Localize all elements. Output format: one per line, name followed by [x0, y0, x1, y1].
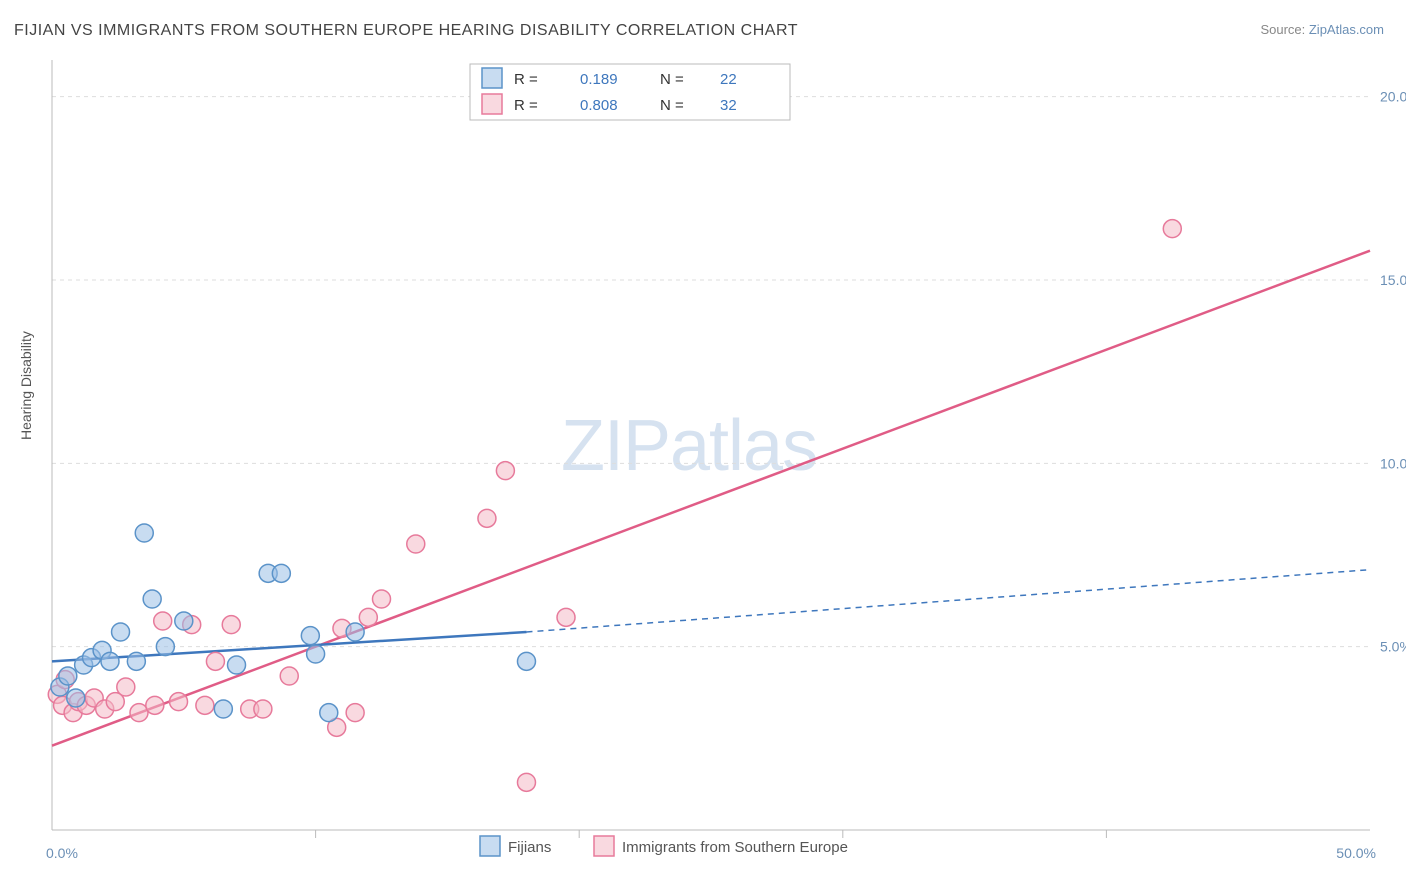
y-tick-label: 10.0%	[1380, 455, 1406, 471]
legend-series-name: Fijians	[508, 839, 551, 856]
legend-swatch	[482, 94, 502, 114]
data-point	[127, 652, 145, 670]
legend-swatch	[482, 68, 502, 88]
data-point	[1163, 220, 1181, 238]
y-tick-label: 20.0%	[1380, 89, 1406, 105]
legend-swatch	[594, 836, 614, 856]
data-point	[175, 612, 193, 630]
y-tick-label: 5.0%	[1380, 639, 1406, 655]
legend-r-value: 0.189	[580, 71, 618, 88]
data-point	[272, 564, 290, 582]
data-point	[478, 509, 496, 527]
legend-n-value: 22	[720, 71, 737, 88]
data-point	[557, 608, 575, 626]
data-point	[307, 645, 325, 663]
data-point	[222, 616, 240, 634]
data-point	[373, 590, 391, 608]
data-point	[154, 612, 172, 630]
data-point	[59, 667, 77, 685]
data-point	[214, 700, 232, 718]
legend-series-name: Immigrants from Southern Europe	[622, 839, 848, 856]
data-point	[517, 773, 535, 791]
legend-r-value: 0.808	[580, 97, 618, 114]
data-point	[101, 652, 119, 670]
scatter-chart: ZIPatlas5.0%10.0%15.0%20.0%0.0%50.0%R =0…	[0, 0, 1406, 892]
data-point	[496, 462, 514, 480]
data-point	[206, 652, 224, 670]
data-point	[407, 535, 425, 553]
data-point	[112, 623, 130, 641]
data-point	[143, 590, 161, 608]
data-point	[146, 696, 164, 714]
legend-r-label: R =	[514, 71, 538, 88]
data-point	[67, 689, 85, 707]
data-point	[320, 704, 338, 722]
data-point	[156, 638, 174, 656]
data-point	[346, 623, 364, 641]
data-point	[280, 667, 298, 685]
x-tick-label: 50.0%	[1336, 845, 1376, 861]
legend-n-value: 32	[720, 97, 737, 114]
data-point	[170, 693, 188, 711]
data-point	[346, 704, 364, 722]
trendline-b	[52, 251, 1370, 746]
y-tick-label: 15.0%	[1380, 272, 1406, 288]
legend-swatch	[480, 836, 500, 856]
data-point	[196, 696, 214, 714]
legend-n-label: N =	[660, 71, 684, 88]
legend-r-label: R =	[514, 97, 538, 114]
data-point	[135, 524, 153, 542]
data-point	[228, 656, 246, 674]
trendline-a-ext	[526, 570, 1370, 632]
x-tick-label: 0.0%	[46, 845, 78, 861]
data-point	[359, 608, 377, 626]
data-point	[517, 652, 535, 670]
data-point	[254, 700, 272, 718]
data-point	[301, 627, 319, 645]
legend-n-label: N =	[660, 97, 684, 114]
data-point	[117, 678, 135, 696]
